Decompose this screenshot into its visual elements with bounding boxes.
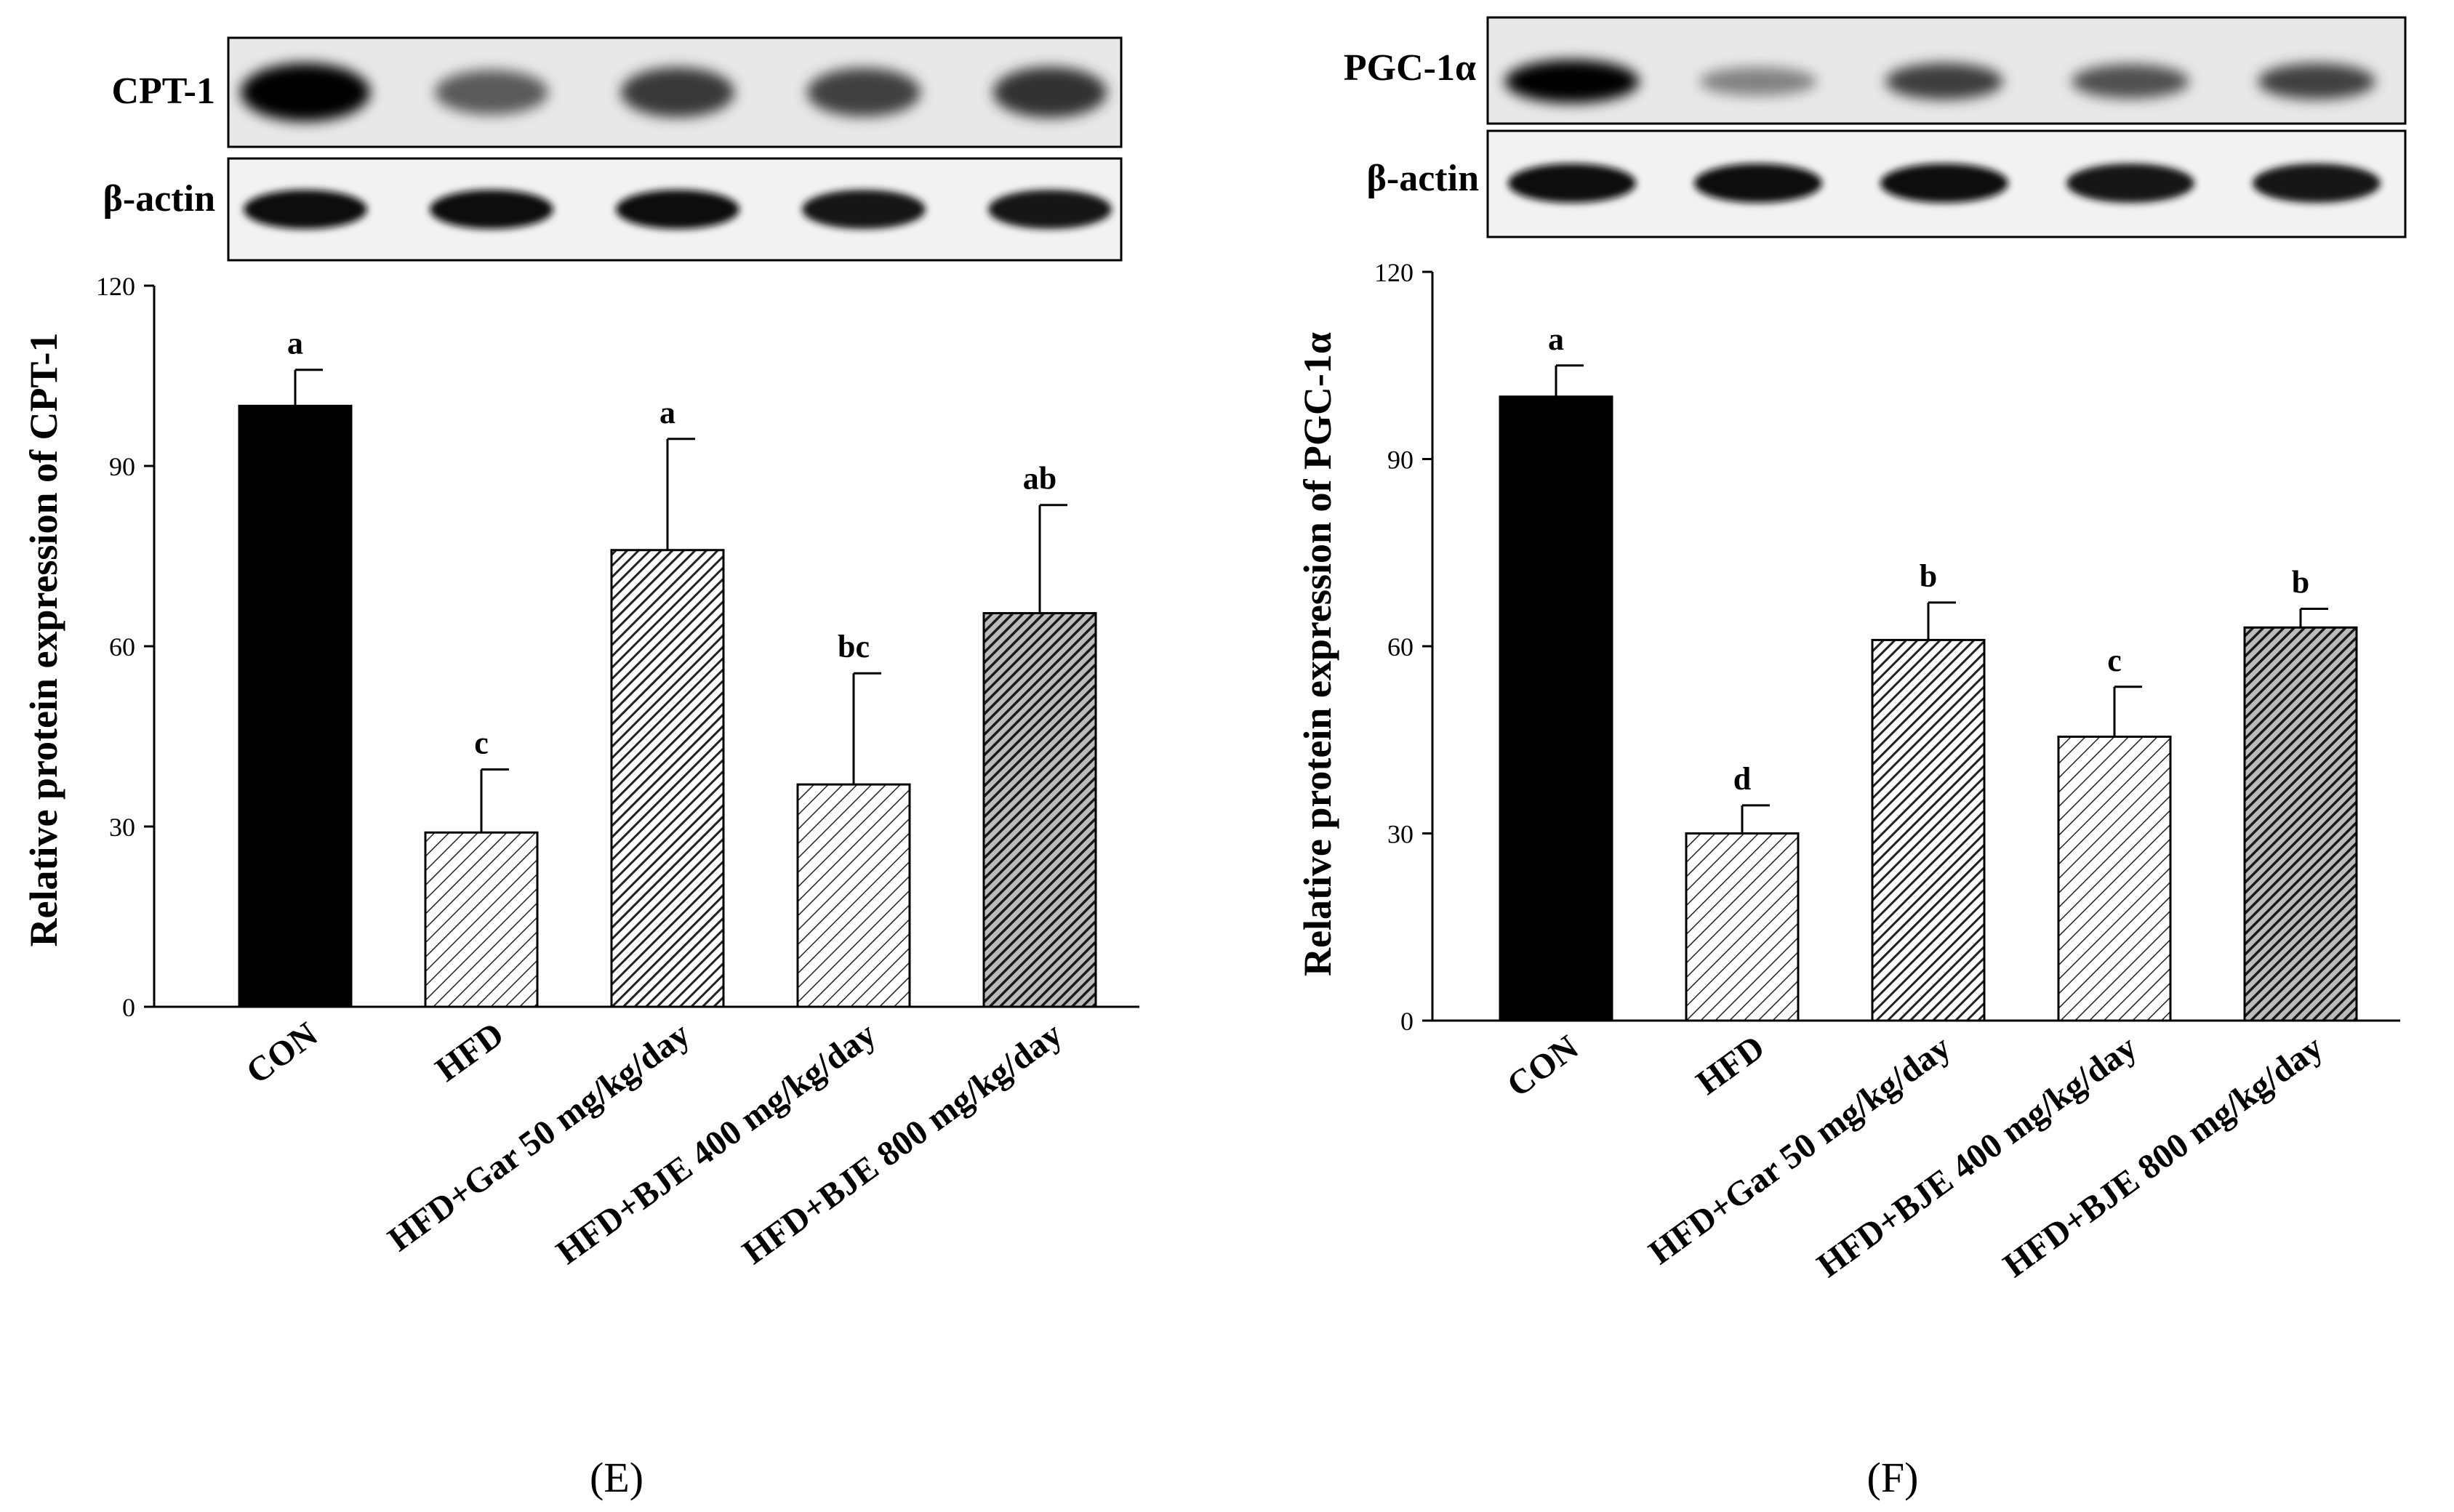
panel-e-control-bands xyxy=(244,190,1112,229)
panel-f-target-blot-label: PGC-1α xyxy=(1344,47,1476,89)
panel-f-target-band xyxy=(1885,63,2003,100)
panel-e-y-tick-label: 120 xyxy=(96,272,135,301)
panel-e-category-label: HFD xyxy=(428,1015,510,1089)
panel-e-significance-label: a xyxy=(287,326,303,361)
panel-f-control-blot-label: β-actin xyxy=(1367,158,1480,199)
panel-e-control-band xyxy=(616,190,739,229)
panel-f-target-band xyxy=(1504,60,1640,103)
panel-e-bar xyxy=(796,783,911,1008)
panel-e-control-band xyxy=(430,190,553,229)
panel-f-target-band xyxy=(2072,64,2189,99)
panel-f-control-bands xyxy=(1508,164,2381,203)
panel-e-bar xyxy=(424,831,539,1008)
panel-f-target-band xyxy=(1699,67,1817,96)
panel-f-y-tick-label: 0 xyxy=(1400,1007,1414,1036)
panel-f-plot: 0 30 60 90 120 a CON d HFD b HFD+Gar 50 mg/kg/day c… xyxy=(1374,258,2400,1285)
panel-e-target-band xyxy=(240,63,371,122)
panel-e-blot: CPT-1 β-actin xyxy=(103,36,1123,262)
panel-f-bar xyxy=(1499,395,1613,1022)
panel-f-control-band xyxy=(1694,164,1822,203)
panel-f-category-label: HFD xyxy=(1689,1028,1771,1102)
panel-f-y-tick-label: 120 xyxy=(1374,258,1414,287)
panel-e-target-band xyxy=(620,67,735,118)
panel-e-significance-label: ab xyxy=(1023,461,1056,496)
panel-f-control-band xyxy=(1508,164,1636,203)
panel-f-y-axis-title: Relative protein expression of PGC-1α xyxy=(1296,332,1339,976)
panel-f-category-label: HFD+Gar 50 mg/kg/day xyxy=(1642,1028,1957,1272)
panel-f-significance-label: c xyxy=(2107,643,2122,678)
panel-e-y-tick-label: 60 xyxy=(109,632,135,662)
panel-e-bar xyxy=(982,612,1097,1008)
panel-f-target-band xyxy=(2258,63,2375,100)
panel-f-significance-label: a xyxy=(1548,321,1564,357)
panel-f-target-bands xyxy=(1504,60,2375,103)
panel-e-bar xyxy=(610,549,725,1008)
panel-e-control-band xyxy=(802,190,926,229)
panel-e-y-tick-label: 0 xyxy=(122,993,135,1022)
panel-e-category-label: HFD+Gar 50 mg/kg/day xyxy=(381,1015,697,1259)
panel-f-y-tick-label: 30 xyxy=(1387,820,1414,849)
panel-f-control-band xyxy=(1880,164,2008,203)
panel-f-category-label: CON xyxy=(1500,1028,1586,1105)
panel-e-category-label: HFD+BJE 800 mg/kg/day xyxy=(736,1015,1070,1272)
panel-e-significance-label: bc xyxy=(838,629,870,664)
panel-e-category-label: HFD+BJE 400 mg/kg/day xyxy=(550,1015,883,1272)
panel-f-significance-label: d xyxy=(1733,761,1751,797)
panel-f-significance-label: b xyxy=(1920,558,1937,594)
panel-f-bar xyxy=(1871,638,1986,1022)
panel-f-y-tick-label: 90 xyxy=(1387,446,1414,475)
panel-e-control-blot-label: β-actin xyxy=(103,178,216,220)
panel-e-label: (E) xyxy=(590,1454,643,1501)
panel-e-target-band xyxy=(993,67,1107,118)
panel-f-y-tick-label: 60 xyxy=(1387,632,1414,662)
panel-e-target-band xyxy=(434,70,549,115)
panel-e-y-tick-label: 30 xyxy=(109,813,135,842)
panel-e-y-tick-label: 90 xyxy=(109,452,135,481)
panel-e-control-band xyxy=(988,190,1112,229)
panel-f-bar xyxy=(1685,832,1800,1022)
panel-f-label: (F) xyxy=(1867,1454,1919,1501)
panel-e-target-bands xyxy=(240,63,1107,122)
panel-f: PGC-1α β-actin 0 30 60 90 120 a CON d HFD b HFD+Ga… xyxy=(1296,16,2407,1501)
panel-e-bar xyxy=(238,404,353,1008)
panel-f-blot: PGC-1α β-actin xyxy=(1344,16,2407,238)
panel-e-target-band xyxy=(806,68,921,117)
panel-e-significance-label: a xyxy=(659,395,675,430)
panel-f-control-band xyxy=(2253,164,2381,203)
panel-e: CPT-1 β-actin 0 30 60 90 120 a CON c HFD a HFD+Gar… xyxy=(22,36,1139,1501)
panel-e-plot: 0 30 60 90 120 a CON c HFD a HFD+Gar 50 mg/kg/day b… xyxy=(96,272,1139,1272)
panel-f-bar xyxy=(2057,735,2172,1022)
panel-f-category-label: HFD+BJE 400 mg/kg/day xyxy=(1811,1028,2144,1285)
panel-f-control-band xyxy=(2066,164,2194,203)
panel-e-control-band xyxy=(244,190,367,229)
panel-e-target-blot-label: CPT-1 xyxy=(111,71,215,112)
panel-e-y-axis-title: Relative protein expression of CPT-1 xyxy=(22,333,65,947)
panel-e-significance-label: c xyxy=(474,725,489,760)
panel-f-bar xyxy=(2243,626,2358,1022)
panel-e-category-label: CON xyxy=(239,1015,325,1092)
panel-f-category-label: HFD+BJE 800 mg/kg/day xyxy=(1997,1028,2330,1285)
panel-f-significance-label: b xyxy=(2292,565,2309,600)
